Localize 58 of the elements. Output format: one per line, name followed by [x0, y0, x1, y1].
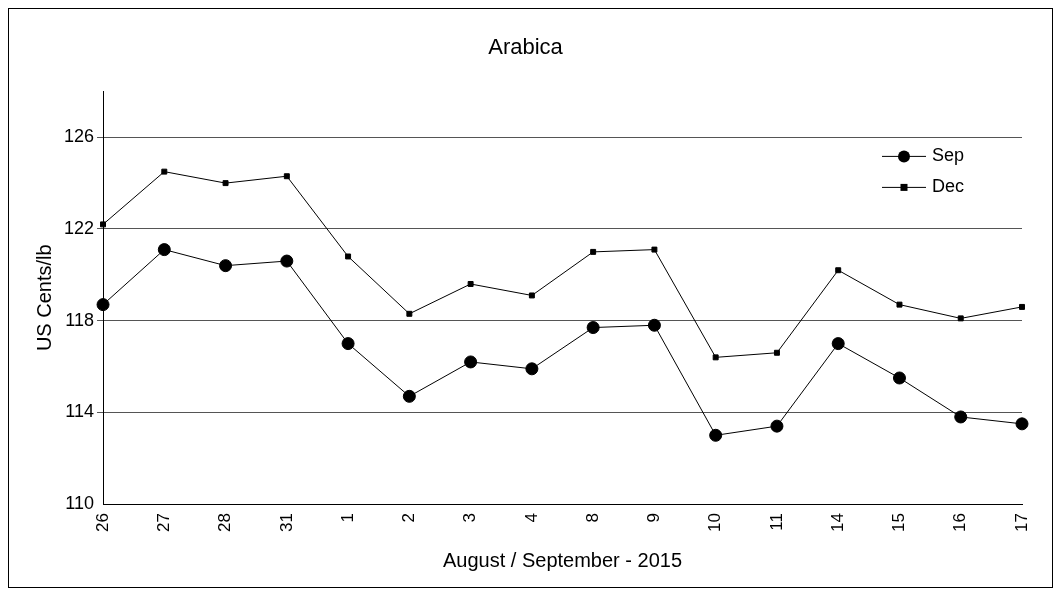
x-tick-label: 10: [705, 513, 725, 533]
x-tick-label: 15: [889, 513, 909, 533]
y-tick-label: 118: [65, 309, 95, 330]
x-axis-title: August / September - 2015: [442, 548, 683, 571]
point: [586, 321, 600, 335]
point: [712, 354, 719, 361]
x-tick-label: 27: [153, 513, 173, 533]
point: [957, 315, 964, 322]
point: [528, 292, 535, 299]
x-tick-label: 17: [1011, 513, 1031, 533]
point: [525, 362, 539, 376]
point: [157, 243, 171, 257]
x-tick-label: 9: [644, 513, 664, 523]
x-tick-label: 26: [92, 513, 112, 533]
x-tick-label: 31: [276, 513, 296, 533]
point: [96, 298, 110, 312]
x-tick-label: 8: [582, 513, 602, 523]
y-tick-label: 122: [63, 217, 95, 238]
point: [954, 410, 968, 424]
y-tick-label: 126: [63, 126, 95, 147]
chart-title: Arabica: [488, 34, 564, 60]
point: [647, 318, 661, 332]
point: [280, 254, 294, 268]
point: [590, 248, 597, 255]
x-tick-label: 28: [215, 513, 235, 533]
point: [773, 349, 780, 356]
y-axis-title: US Cents/lb: [32, 244, 55, 352]
y-tick-label: 114: [65, 401, 95, 422]
point: [892, 371, 906, 385]
point: [1015, 417, 1029, 431]
point: [467, 281, 474, 287]
point: [100, 221, 107, 228]
point: [896, 301, 903, 308]
x-tick-label: 11: [766, 513, 786, 531]
x-tick-label: 4: [521, 513, 541, 523]
point: [770, 419, 784, 433]
point: [222, 180, 229, 187]
point: [402, 389, 416, 403]
point: [835, 267, 842, 274]
x-tick-label: 14: [827, 513, 847, 533]
x-tick-label: 1: [337, 513, 357, 523]
legend-label: Dec: [932, 176, 965, 197]
y-tick-label: 110: [65, 493, 95, 514]
point: [161, 168, 168, 175]
point: [651, 246, 658, 253]
point: [345, 253, 352, 260]
legend-label: Sep: [932, 145, 965, 166]
x-tick-label: 3: [460, 513, 480, 523]
x-tick-label: 2: [399, 513, 419, 523]
point: [219, 259, 233, 273]
point: [341, 337, 355, 351]
point: [1019, 303, 1025, 310]
point: [831, 337, 845, 351]
point: [283, 173, 290, 180]
point: [709, 428, 723, 442]
point: [464, 355, 478, 369]
point: [406, 310, 413, 317]
x-tick-label: 16: [950, 513, 970, 533]
